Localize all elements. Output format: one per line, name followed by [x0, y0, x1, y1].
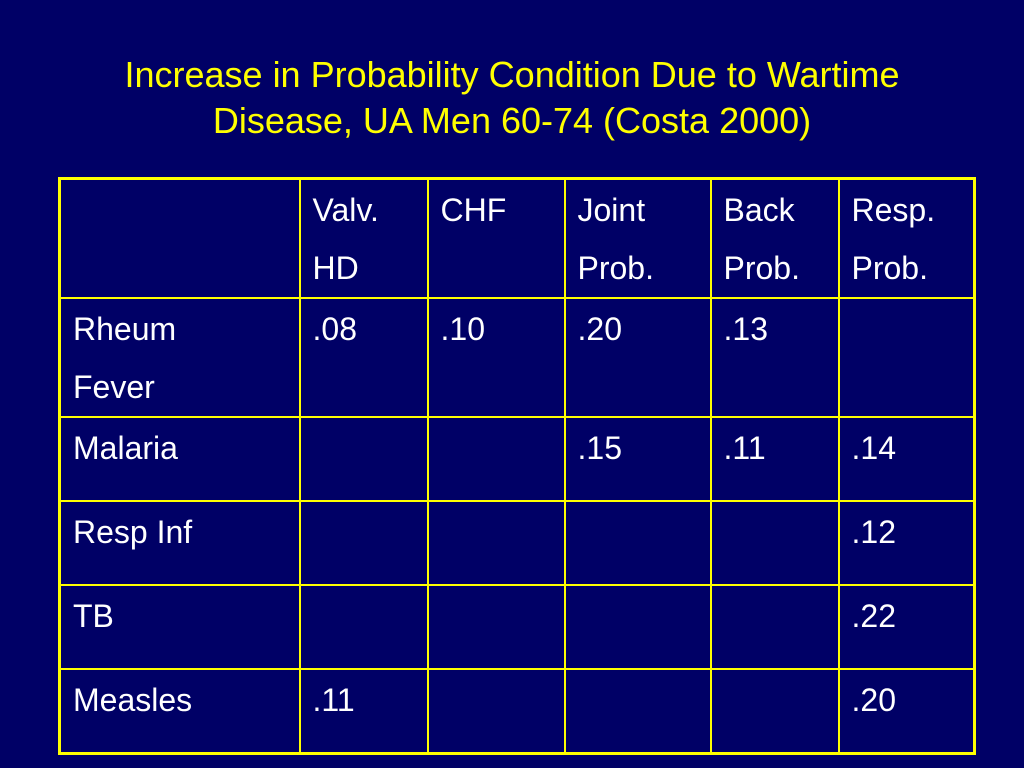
header-corner-cell — [58, 177, 301, 299]
table-cell: .20 — [837, 668, 976, 754]
table-cell — [426, 500, 566, 586]
header-cell-resp-prob: Resp. Prob. — [837, 177, 976, 299]
table-cell — [563, 500, 712, 586]
slide-title-line-1: Increase in Probability Condition Due to… — [124, 54, 900, 95]
table-cell — [709, 584, 840, 670]
table-cell — [298, 416, 429, 502]
row-label-cell: Malaria — [58, 416, 301, 502]
table-cell — [298, 500, 429, 586]
table-cell — [709, 668, 840, 754]
header-cell-chf: CHF — [426, 177, 566, 299]
table-cell: .08 — [298, 297, 429, 418]
header-cell-text: Back — [723, 192, 795, 228]
table-cell: .14 — [837, 416, 976, 502]
table-cell: .15 — [563, 416, 712, 502]
row-label-cell: Resp Inf — [58, 500, 301, 586]
table-row-rheum-fever: Rheum Fever .08 .10 .20 .13 — [58, 297, 976, 418]
table-row-malaria: Malaria .15 .11 .14 — [58, 416, 976, 502]
table-cell — [837, 297, 976, 418]
header-cell-text: Joint — [577, 192, 646, 228]
table-cell — [563, 584, 712, 670]
header-cell-text: Prob. — [723, 250, 800, 286]
row-label-cell: TB — [58, 584, 301, 670]
table-row-measles: Measles .11 .20 — [58, 668, 976, 754]
header-cell-joint-prob: Joint Prob. — [563, 177, 712, 299]
table-cell: .10 — [426, 297, 566, 418]
table-cell: .11 — [298, 668, 429, 754]
row-label-text: Rheum — [73, 311, 177, 347]
table-row-resp-inf: Resp Inf .12 — [58, 500, 976, 586]
header-cell-text: HD — [312, 250, 359, 286]
slide-title-line-2: Disease, UA Men 60-74 (Costa 2000) — [212, 100, 812, 141]
header-cell-valv-hd: Valv. HD — [298, 177, 429, 299]
table-cell — [298, 584, 429, 670]
table-cell: .20 — [563, 297, 712, 418]
table-cell — [426, 584, 566, 670]
table-cell — [709, 500, 840, 586]
header-row: Valv. HD CHF Joint Prob. Back Prob. Resp… — [58, 177, 976, 299]
table-cell — [426, 416, 566, 502]
slide-title: Increase in Probability Condition Due to… — [0, 52, 1024, 144]
table-cell: .22 — [837, 584, 976, 670]
header-cell-text: Valv. — [312, 192, 379, 228]
table-row-tb: TB .22 — [58, 584, 976, 670]
table-cell: .11 — [709, 416, 840, 502]
header-cell-text: Prob. — [577, 250, 654, 286]
row-label-text: Fever — [73, 369, 155, 405]
table-cell: .13 — [709, 297, 840, 418]
header-cell-text: Resp. — [851, 192, 936, 228]
header-cell-back-prob: Back Prob. — [709, 177, 840, 299]
table-cell — [426, 668, 566, 754]
probability-table: Valv. HD CHF Joint Prob. Back Prob. Resp… — [58, 177, 976, 755]
table-cell — [563, 668, 712, 754]
row-label-cell: Rheum Fever — [58, 297, 301, 418]
header-cell-text: CHF — [440, 192, 507, 228]
row-label-cell: Measles — [58, 668, 301, 754]
table-cell: .12 — [837, 500, 976, 586]
header-cell-text: Prob. — [851, 250, 928, 286]
